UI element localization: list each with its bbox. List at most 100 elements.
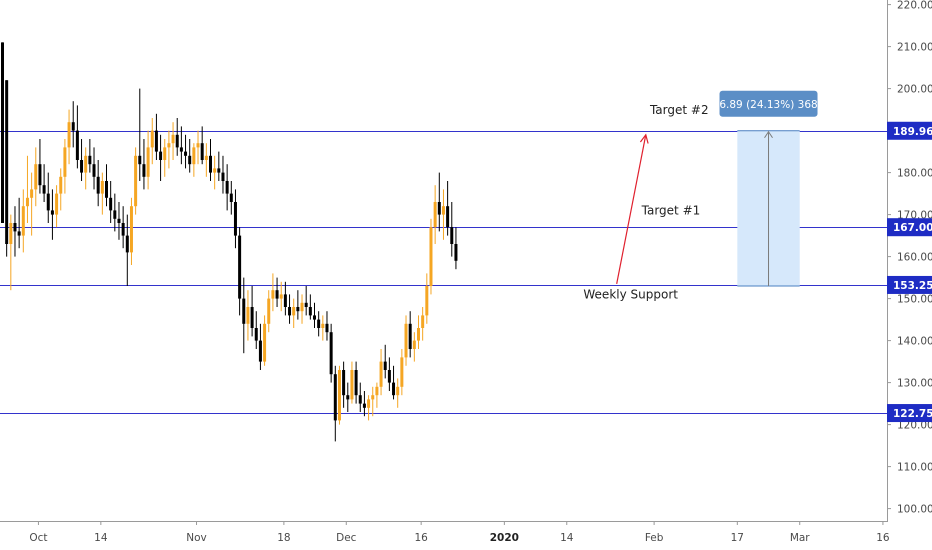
y-tick-label: 140.00 — [897, 336, 932, 348]
x-tick-label: Dec — [336, 532, 357, 544]
candle-body — [142, 164, 146, 177]
y-tick-label: 220.00 — [897, 0, 932, 12]
target-arrow-line — [616, 134, 647, 285]
candle-body — [59, 176, 63, 194]
y-tick-label: 200.00 — [897, 84, 932, 96]
candle-body — [417, 328, 420, 341]
candle-body — [92, 164, 96, 177]
candle-body — [392, 382, 396, 396]
candle-body — [362, 403, 366, 408]
candle-body — [50, 210, 54, 215]
candle-body — [383, 361, 387, 370]
level-price-text: 153.25 — [893, 280, 932, 292]
candle-body — [209, 155, 212, 173]
candle-body — [175, 134, 179, 148]
x-tick-label: Oct — [29, 532, 47, 544]
candle-body — [288, 307, 292, 316]
candle-body — [292, 307, 296, 316]
y-tick-label: 130.00 — [897, 378, 932, 390]
candle-body — [80, 160, 84, 173]
candle-body — [17, 231, 21, 236]
candle-body — [129, 206, 133, 253]
candle-body — [21, 206, 25, 236]
y-tick-label: 150.00 — [897, 294, 932, 306]
candle-body — [242, 298, 246, 324]
candle-body — [229, 193, 233, 202]
candle-body — [96, 176, 100, 194]
level-price-box — [887, 218, 932, 237]
candle-body — [109, 197, 113, 211]
candle-body — [387, 370, 391, 383]
candle-body — [308, 307, 312, 316]
candle-body — [5, 80, 9, 244]
candle-body — [71, 122, 75, 131]
candle-body — [100, 181, 104, 194]
candle-body — [263, 323, 267, 362]
candle-body — [163, 147, 167, 160]
candle-body — [396, 386, 400, 396]
x-tick-label: Nov — [186, 532, 207, 544]
candle-body — [454, 244, 458, 261]
x-tick-label: Feb — [645, 532, 664, 544]
level-price-box — [887, 275, 932, 294]
y-tick-label: 120.00 — [897, 420, 932, 432]
annotation-text: Weekly Support — [583, 288, 678, 302]
candle-body — [375, 386, 379, 396]
candle-body — [25, 197, 29, 207]
candle-body — [325, 323, 329, 333]
candle-body — [30, 189, 34, 198]
candle-body — [221, 172, 225, 181]
candle-body — [204, 155, 208, 160]
candle-body — [250, 307, 254, 328]
candle-body — [329, 332, 333, 375]
candle-body — [246, 307, 250, 324]
x-tick-label: 14 — [560, 532, 574, 544]
candle-body — [113, 210, 117, 219]
candle-body — [317, 319, 321, 328]
candle-body — [342, 370, 346, 396]
candle-body — [233, 202, 237, 236]
level-price-text: 189.96 — [893, 126, 932, 138]
candle-body — [84, 155, 88, 173]
candle-body — [429, 227, 433, 286]
candle-body — [184, 151, 188, 156]
measure-label-box — [719, 90, 818, 117]
candle-body — [404, 323, 408, 358]
level-price-box — [887, 121, 932, 140]
annotation-text: Target #1 — [641, 204, 701, 218]
candle-body — [446, 206, 450, 228]
x-tick-label: 16 — [876, 532, 890, 544]
candle-body — [296, 307, 300, 312]
level-price-text: 122.75 — [893, 408, 932, 420]
candle-body — [371, 395, 375, 400]
candle-body — [200, 143, 204, 160]
candle-body — [88, 155, 92, 165]
target-arrow-head — [639, 133, 649, 144]
price-axis-labels: 100.00 110.00 120.00 130.00 140.00 150.00 160.… — [887, 0, 932, 516]
candle-body — [313, 315, 316, 320]
candle-body — [138, 155, 142, 165]
candle-body — [134, 155, 138, 207]
candle-body — [125, 235, 129, 253]
candle-body — [441, 206, 445, 215]
price-candles — [1, 42, 458, 442]
candle-body — [9, 223, 13, 244]
candle-body — [271, 290, 275, 299]
candle-body — [159, 151, 163, 160]
candle-body — [321, 323, 325, 328]
candle-body — [42, 185, 46, 194]
x-tick-label: 16 — [414, 532, 428, 544]
candle-body — [150, 130, 154, 148]
candle-body — [225, 181, 229, 194]
candle-body — [275, 290, 279, 299]
price-range-measurement: 36.89 (24.13%) 3689 — [713, 90, 825, 287]
candle-body — [283, 294, 287, 307]
candle-body — [117, 218, 121, 223]
candle-body — [425, 286, 429, 316]
x-tick-label: 14 — [94, 532, 108, 544]
candle-body — [121, 223, 125, 236]
candle-body — [192, 147, 196, 165]
candle-body — [167, 143, 171, 148]
measure-label-text: 36.89 (24.13%) 3689 — [713, 99, 825, 111]
